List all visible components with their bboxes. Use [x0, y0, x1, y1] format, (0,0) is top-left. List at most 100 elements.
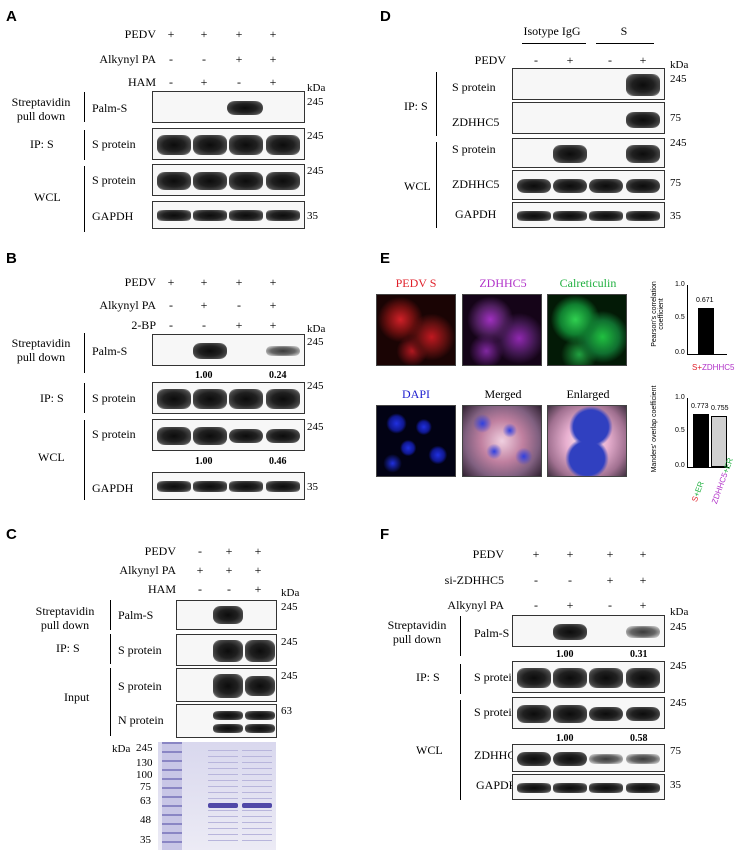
- panel-label-b: B: [6, 250, 17, 267]
- image-label-merged: Merged: [484, 387, 522, 401]
- bracket: [460, 700, 461, 800]
- kda-label: kDa: [670, 59, 689, 71]
- sign: +: [566, 547, 574, 561]
- micrograph-dapi: [376, 405, 456, 477]
- sign: +: [200, 275, 208, 289]
- band: [626, 145, 660, 163]
- alkynyl-row-label: Alkynyl PA: [447, 598, 504, 612]
- panel-label-c: C: [6, 526, 17, 543]
- sign: +: [235, 275, 243, 289]
- blot-label: ZDHHC5: [452, 115, 500, 129]
- blot-gapdh: [512, 202, 665, 228]
- manders-y-axis: [687, 398, 688, 468]
- manders-bar-s-er: [693, 414, 709, 467]
- wcl-label: WCL: [34, 190, 61, 204]
- band: [626, 112, 660, 128]
- blot-palm-s: [176, 600, 277, 630]
- quant-value: 1.00: [195, 370, 213, 381]
- marker: 245: [281, 670, 298, 682]
- image-label-calreticulin: Calreticulin: [559, 276, 617, 290]
- band: [626, 707, 660, 721]
- ladder-label: 75: [140, 781, 151, 793]
- band: [193, 481, 227, 492]
- isotype-group-label: Isotype IgG: [523, 24, 581, 38]
- blot-label: Palm-S: [118, 608, 154, 622]
- marker: 245: [307, 421, 324, 433]
- band: [626, 783, 660, 793]
- quant-value: 1.00: [556, 649, 574, 660]
- band: [266, 481, 300, 492]
- band: [193, 210, 227, 221]
- bracket: [84, 166, 85, 232]
- sign: +: [200, 75, 208, 89]
- xlabel-er: +ER: [691, 480, 706, 499]
- sign: +: [606, 547, 614, 561]
- blot-label: ZDHHC5: [452, 177, 500, 191]
- marker: 75: [670, 745, 681, 757]
- blot-label: S protein: [118, 679, 162, 693]
- blot-label: GAPDH: [476, 778, 518, 792]
- quant-value: 1.00: [556, 733, 574, 744]
- blot-label: Palm-S: [92, 344, 128, 358]
- blot-wcl-s: [512, 138, 665, 168]
- blot-ip-zdhhc5: [512, 102, 665, 134]
- micrograph-zdhhc5: [462, 294, 542, 366]
- ham-row-label: HAM: [147, 582, 176, 596]
- pearson-bar: [698, 308, 714, 354]
- marker: 63: [281, 705, 292, 717]
- sign: +: [269, 52, 277, 66]
- blot-wcl-s: [512, 697, 665, 729]
- band: [517, 783, 551, 793]
- micrograph-calreticulin: [547, 294, 627, 366]
- band: [589, 707, 623, 721]
- band: [157, 135, 191, 155]
- sample-lane: [242, 750, 272, 845]
- band: [266, 172, 300, 190]
- sign: +: [200, 27, 208, 41]
- marker: 245: [307, 336, 324, 348]
- bracket: [460, 664, 461, 694]
- wcl-label: WCL: [404, 179, 431, 193]
- manders-ylabel: Manders' overlap coefficient: [651, 385, 658, 473]
- bracket: [84, 420, 85, 500]
- si-row-label: si-ZDHHC5: [444, 573, 504, 587]
- blot-label: GAPDH: [92, 209, 134, 223]
- sign: +: [639, 53, 647, 67]
- pedv-row-label: PEDV: [474, 53, 506, 67]
- blot-ip-s: [152, 382, 305, 414]
- sign: +: [269, 275, 277, 289]
- group-line: [596, 43, 654, 44]
- blot-ip-s: [176, 634, 277, 666]
- sign: +: [269, 298, 277, 312]
- sign: +: [254, 582, 262, 596]
- blot-gapdh: [512, 774, 665, 800]
- band: [193, 135, 227, 155]
- sign: +: [225, 563, 233, 577]
- marker: 245: [281, 601, 298, 613]
- streptavidin-label: Streptavidin pull down: [11, 95, 71, 123]
- band: [553, 668, 587, 688]
- band: [193, 389, 227, 409]
- sign: +: [566, 53, 574, 67]
- sign: -: [227, 582, 231, 596]
- image-label-zdhhc5: ZDHHC5: [479, 276, 527, 290]
- ip-label: IP: S: [56, 641, 80, 655]
- band: [626, 668, 660, 688]
- marker: 245: [670, 137, 687, 149]
- marker: 245: [307, 380, 324, 392]
- blot-label: GAPDH: [455, 207, 497, 221]
- pearson-y-axis: [687, 285, 688, 355]
- sign: +: [269, 75, 277, 89]
- band: [589, 179, 623, 193]
- sign: +: [254, 544, 262, 558]
- xlabel-zdhhc5: ZDHHC5: [710, 471, 730, 506]
- sign: +: [235, 318, 243, 332]
- band: [517, 705, 551, 723]
- sign: -: [534, 53, 538, 67]
- micrograph-merged: [462, 405, 542, 477]
- marker: 75: [670, 177, 681, 189]
- sign: +: [225, 544, 233, 558]
- band: [626, 754, 660, 764]
- bracket: [110, 600, 111, 630]
- blot-gapdh: [152, 201, 305, 229]
